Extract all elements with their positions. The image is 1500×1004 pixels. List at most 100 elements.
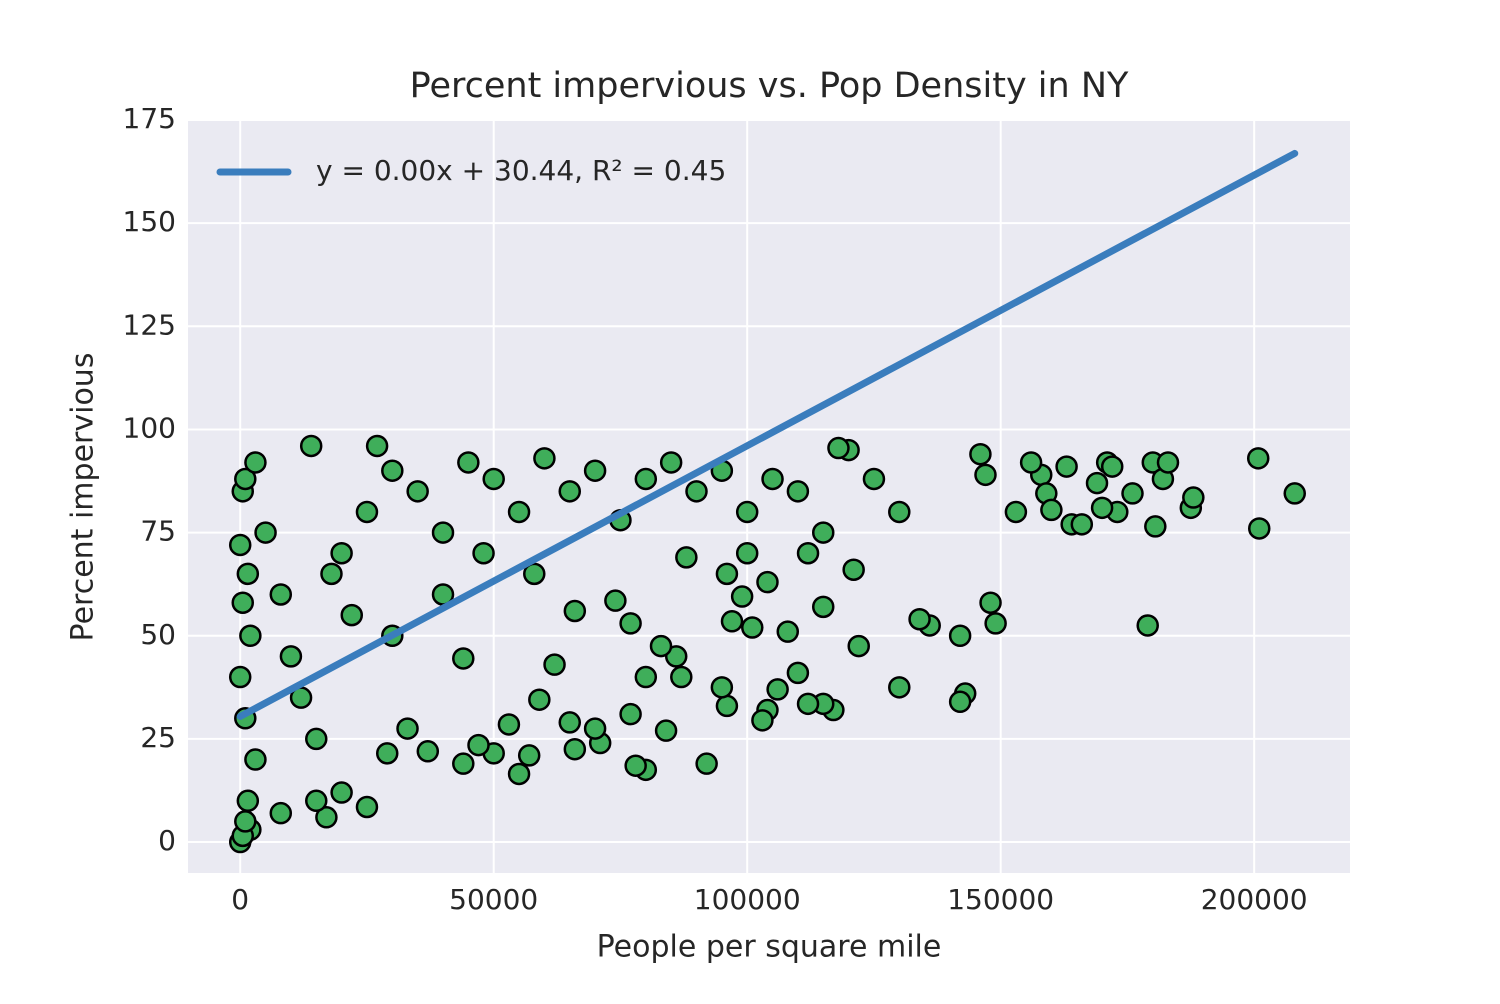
point: [756, 570, 779, 594]
point: [619, 702, 642, 726]
legend-label: y = 0.00x + 30.44, R² = 0.45: [316, 154, 726, 187]
point: [431, 521, 455, 544]
point: [776, 620, 800, 643]
x-tick-label: 100000: [694, 883, 801, 916]
point: [244, 451, 267, 474]
point: [862, 467, 886, 491]
point: [685, 480, 708, 503]
point: [654, 719, 678, 742]
point: [710, 676, 734, 699]
point: [619, 612, 642, 635]
point: [634, 467, 658, 491]
point: [1121, 482, 1144, 505]
plot-area: [188, 120, 1350, 873]
point: [244, 748, 267, 771]
point: [974, 463, 997, 487]
point: [355, 795, 379, 819]
point: [1144, 515, 1167, 538]
x-tick-label: 0: [231, 883, 249, 916]
point: [528, 688, 551, 711]
point: [507, 762, 531, 786]
point: [1156, 451, 1180, 474]
point: [523, 562, 546, 586]
point: [239, 624, 262, 648]
point: [231, 591, 255, 614]
point: [269, 801, 293, 825]
point: [507, 500, 531, 524]
point: [847, 634, 870, 658]
point: [583, 717, 607, 740]
point: [299, 434, 323, 458]
point: [305, 789, 328, 813]
point: [340, 603, 364, 627]
point: [730, 585, 754, 608]
point: [279, 645, 303, 668]
point: [604, 589, 627, 612]
point: [472, 541, 495, 565]
point: [269, 583, 293, 606]
point: [452, 647, 475, 670]
point: [984, 612, 1007, 635]
marks: [228, 149, 1306, 854]
point: [381, 459, 404, 482]
point: [664, 645, 688, 668]
point: [888, 676, 911, 699]
point: [1246, 447, 1270, 470]
point: [234, 810, 257, 833]
x-tick-label: 50000: [449, 883, 538, 916]
point: [1090, 496, 1114, 520]
point: [1070, 513, 1094, 536]
y-tick-label: 75: [140, 515, 176, 548]
y-tick-label: 175: [123, 102, 176, 135]
x-axis-label: People per square mile: [597, 930, 942, 965]
point: [888, 500, 911, 524]
point: [649, 634, 673, 658]
point: [330, 541, 353, 565]
point: [1040, 498, 1063, 522]
point: [715, 562, 739, 586]
point: [563, 599, 587, 623]
grid: [188, 119, 1350, 873]
point: [761, 467, 784, 491]
point: [228, 533, 252, 557]
point: [467, 733, 490, 757]
point: [1182, 486, 1205, 509]
point: [908, 607, 931, 631]
point: [796, 541, 820, 565]
point: [948, 624, 972, 648]
x-tick-label: 150000: [947, 883, 1054, 916]
point: [543, 653, 566, 676]
point: [558, 711, 582, 734]
point: [1248, 517, 1271, 540]
point: [827, 436, 850, 460]
point: [741, 616, 764, 639]
y-tick-label: 50: [140, 618, 176, 651]
point: [796, 692, 820, 716]
point: [695, 752, 718, 775]
point: [715, 694, 739, 718]
point: [720, 610, 744, 633]
point: [330, 781, 353, 804]
point: [659, 451, 683, 474]
point: [1019, 451, 1043, 474]
point: [365, 434, 389, 458]
point: [786, 661, 810, 685]
y-axis-label: Percent impervious: [66, 353, 101, 642]
point: [634, 665, 658, 689]
y-tick-label: 25: [140, 721, 176, 754]
point: [675, 546, 698, 569]
point: [948, 690, 972, 714]
point: [236, 562, 260, 586]
point: [533, 447, 556, 470]
point: [1283, 482, 1306, 505]
fit-line: [236, 149, 1299, 720]
point: [751, 709, 774, 732]
point: [1055, 455, 1078, 478]
point: [969, 442, 992, 466]
y-tick-label: 0: [158, 824, 176, 857]
chart-title: Percent impervious vs. Pop Density in NY: [410, 66, 1129, 106]
point: [1136, 614, 1159, 637]
y-tick-label: 100: [123, 411, 176, 444]
